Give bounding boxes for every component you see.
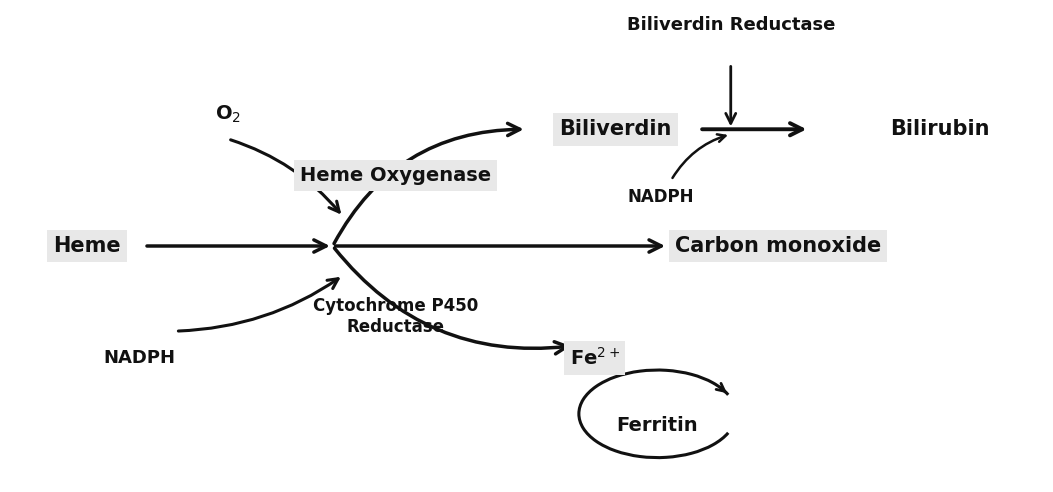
Text: Biliverdin: Biliverdin — [559, 119, 672, 139]
Text: Bilirubin: Bilirubin — [891, 119, 990, 139]
Text: Fe$^{2+}$: Fe$^{2+}$ — [570, 347, 619, 369]
Text: NADPH: NADPH — [628, 188, 694, 206]
Text: Heme Oxygenase: Heme Oxygenase — [300, 166, 491, 185]
Text: O$_2$: O$_2$ — [215, 104, 241, 125]
Text: NADPH: NADPH — [103, 349, 175, 367]
Text: Heme: Heme — [53, 236, 120, 256]
Text: Ferritin: Ferritin — [617, 417, 698, 435]
Text: Cytochrome P450
Reductase: Cytochrome P450 Reductase — [313, 297, 478, 336]
Text: Biliverdin Reductase: Biliverdin Reductase — [627, 16, 835, 33]
Text: Carbon monoxide: Carbon monoxide — [675, 236, 881, 256]
